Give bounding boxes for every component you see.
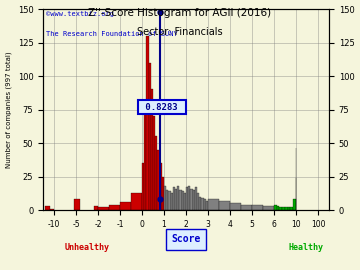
X-axis label: Score: Score bbox=[171, 234, 201, 244]
Bar bbox=[149, 63, 151, 210]
Bar bbox=[277, 206, 279, 210]
Bar bbox=[184, 193, 186, 210]
Bar bbox=[153, 116, 155, 210]
Bar bbox=[182, 191, 184, 210]
Bar bbox=[120, 202, 131, 210]
Bar bbox=[162, 177, 164, 210]
Text: Sector: Financials: Sector: Financials bbox=[137, 27, 223, 37]
Text: Healthy: Healthy bbox=[289, 243, 324, 252]
Bar bbox=[171, 193, 173, 210]
Bar bbox=[293, 199, 296, 210]
Bar bbox=[208, 199, 219, 210]
Bar bbox=[197, 193, 199, 210]
Bar bbox=[166, 190, 168, 210]
Text: Z''-Score Histogram for AGII (2016): Z''-Score Histogram for AGII (2016) bbox=[89, 8, 271, 18]
Bar bbox=[173, 187, 175, 210]
Text: Unhealthy: Unhealthy bbox=[64, 243, 109, 252]
Bar bbox=[177, 186, 179, 210]
Bar bbox=[159, 163, 162, 210]
Y-axis label: Number of companies (997 total): Number of companies (997 total) bbox=[5, 51, 12, 168]
Bar bbox=[155, 136, 157, 210]
Bar bbox=[147, 36, 149, 210]
Bar bbox=[157, 150, 159, 210]
Bar bbox=[279, 207, 282, 210]
Bar bbox=[230, 203, 241, 210]
Bar bbox=[94, 206, 98, 210]
Bar bbox=[190, 189, 193, 210]
Bar bbox=[282, 207, 285, 210]
Bar bbox=[151, 89, 153, 210]
Bar bbox=[179, 190, 182, 210]
Bar bbox=[199, 197, 202, 210]
Bar bbox=[263, 206, 274, 210]
Bar bbox=[193, 190, 195, 210]
Bar bbox=[142, 163, 144, 210]
Text: 0.8283: 0.8283 bbox=[140, 103, 184, 112]
Bar bbox=[98, 207, 109, 210]
Text: ©www.textbiz.org: ©www.textbiz.org bbox=[46, 11, 114, 17]
Bar bbox=[175, 189, 177, 210]
Bar bbox=[131, 193, 142, 210]
Text: The Research Foundation of SUNY: The Research Foundation of SUNY bbox=[46, 31, 178, 37]
Bar bbox=[164, 186, 166, 210]
Bar bbox=[204, 199, 206, 210]
Bar bbox=[188, 186, 190, 210]
Bar bbox=[186, 187, 188, 210]
Bar bbox=[168, 191, 171, 210]
Bar bbox=[288, 207, 291, 210]
Bar bbox=[144, 103, 147, 210]
Bar bbox=[285, 207, 288, 210]
Bar bbox=[74, 199, 80, 210]
Bar bbox=[50, 209, 54, 210]
Bar bbox=[109, 205, 120, 210]
Bar bbox=[45, 206, 50, 210]
Bar bbox=[274, 205, 277, 210]
Bar bbox=[291, 207, 293, 210]
Bar bbox=[195, 187, 197, 210]
Bar bbox=[252, 205, 263, 210]
Bar bbox=[206, 201, 208, 210]
Bar bbox=[219, 201, 230, 210]
Bar bbox=[202, 198, 204, 210]
Bar bbox=[241, 205, 252, 210]
